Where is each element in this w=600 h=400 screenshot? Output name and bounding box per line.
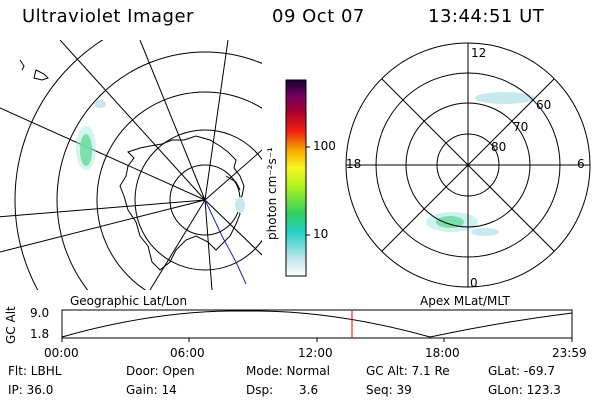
info-door: Door: Open (126, 364, 195, 378)
polar-plot (345, 42, 591, 288)
polar-label-6: 6 (577, 157, 585, 171)
polar-label-70: 70 (513, 120, 529, 134)
info-glat: GLat: -69.7 (488, 364, 555, 378)
info-glon: GLon: 123.3 (488, 383, 561, 397)
geographic-map (0, 40, 262, 290)
info-gain: Gain: 14 (126, 383, 177, 397)
colorbar-label: photon cm⁻²s⁻¹ (265, 147, 279, 240)
timeline-xtick-2359: 23:59 (552, 346, 587, 360)
timeline-plot (61, 309, 573, 342)
time-readout: 13:44:51 UT (428, 6, 545, 27)
polar-label-80: 80 (491, 140, 507, 154)
polar-label-18: 18 (346, 157, 362, 171)
timeline-ytick-1-8: 1.8 (30, 327, 50, 341)
timeline-right-label: Apex MLat/MLT (420, 294, 510, 308)
polar-label-60: 60 (536, 98, 552, 112)
colorbar (285, 79, 307, 277)
info-seq: Seq: 39 (366, 383, 412, 397)
info-mode: Mode: Normal (246, 364, 330, 378)
timeline-xtick-1800: 18:00 (425, 346, 460, 360)
polar-label-0: 0 (470, 276, 478, 290)
colorbar-tick-100: 100 (313, 139, 336, 153)
timeline-left-label: Geographic Lat/Lon (70, 294, 188, 308)
timeline-xtick-0000: 00:00 (44, 346, 79, 360)
info-dsp-label: Dsp: (246, 383, 274, 397)
timeline-xtick-0600: 06:00 (170, 346, 205, 360)
timeline-axis-label: GC Alt (4, 306, 18, 344)
polar-label-12: 12 (471, 46, 487, 60)
date-readout: 09 Oct 07 (272, 6, 365, 27)
info-dsp-value: 3.6 (299, 383, 319, 397)
app-title: Ultraviolet Imager (22, 6, 194, 27)
colorbar-tick-10: 10 (313, 227, 329, 241)
info-ip: IP: 36.0 (8, 383, 54, 397)
info-gc-alt: GC Alt: 7.1 Re (366, 364, 450, 378)
timeline-ytick-9: 9.0 (30, 306, 50, 320)
info-flt: Flt: LBHL (8, 364, 62, 378)
timeline-xtick-1200: 12:00 (298, 346, 333, 360)
